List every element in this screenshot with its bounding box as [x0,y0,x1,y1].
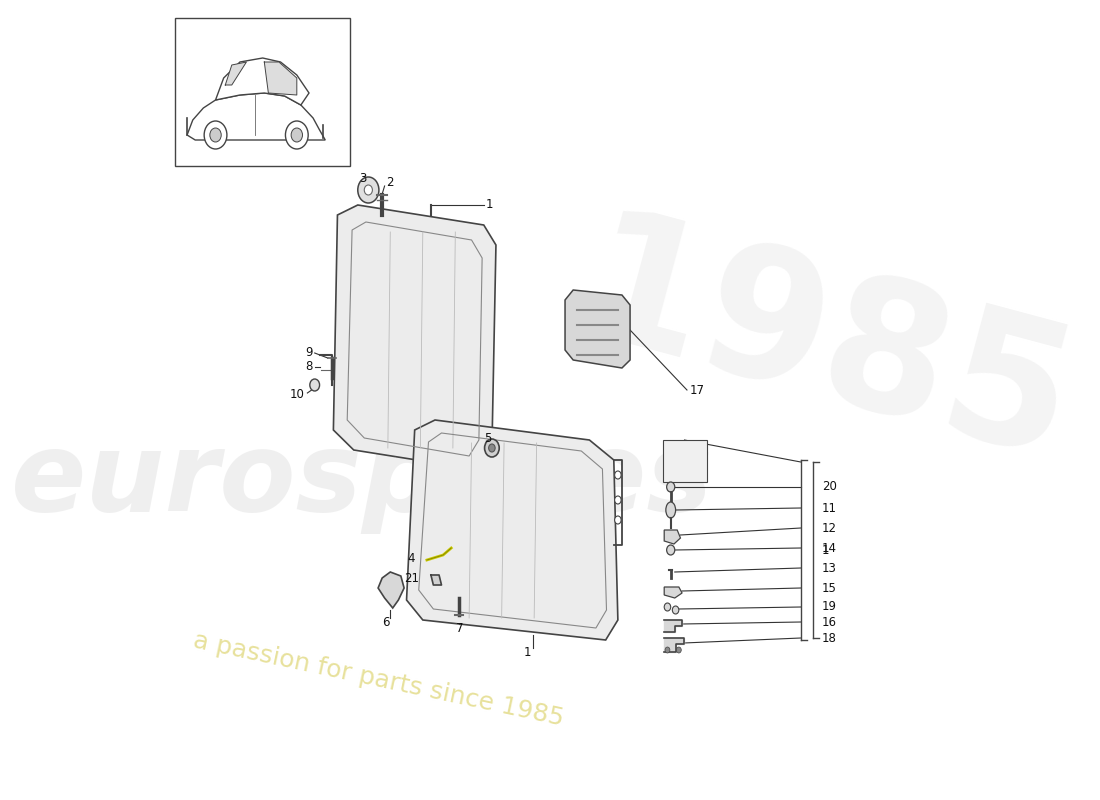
Circle shape [285,121,308,149]
Text: 5: 5 [484,431,492,445]
Text: a passion for parts since 1985: a passion for parts since 1985 [190,629,565,731]
Circle shape [358,177,378,203]
Polygon shape [664,587,682,598]
Circle shape [615,516,622,524]
Polygon shape [187,93,326,140]
Polygon shape [664,530,681,544]
Circle shape [485,439,499,457]
Polygon shape [565,290,630,368]
Polygon shape [664,638,684,652]
Ellipse shape [666,502,675,518]
Text: 15: 15 [822,582,837,594]
Text: 17: 17 [690,383,704,397]
Text: 12: 12 [822,522,837,534]
Circle shape [210,128,221,142]
Text: 20: 20 [822,481,837,494]
Text: 1985: 1985 [560,200,1090,500]
Circle shape [364,185,373,195]
Text: 14: 14 [822,542,837,554]
Text: 13: 13 [822,562,837,574]
Text: 18: 18 [822,631,837,645]
Text: 2: 2 [386,175,394,189]
Text: eurospares: eurospares [11,426,713,534]
Polygon shape [407,420,618,640]
Circle shape [664,603,671,611]
Circle shape [667,545,674,555]
Circle shape [615,496,622,504]
Text: 8: 8 [306,361,313,374]
Text: 1: 1 [524,646,531,658]
Text: 9: 9 [306,346,313,359]
Circle shape [292,128,302,142]
Polygon shape [226,62,246,85]
Text: 3: 3 [359,171,366,185]
Circle shape [672,606,679,614]
Polygon shape [333,205,496,470]
Bar [662,440,707,482]
Circle shape [676,647,681,653]
Polygon shape [664,620,682,632]
Polygon shape [378,572,404,608]
Circle shape [615,471,622,479]
Text: 10: 10 [290,389,305,402]
Text: 1: 1 [485,198,493,211]
Text: 21: 21 [404,571,419,585]
Circle shape [667,482,674,492]
Text: 19: 19 [822,601,837,614]
Text: 11: 11 [822,502,837,514]
Text: 4: 4 [407,551,415,565]
Text: 7: 7 [455,622,463,634]
Circle shape [310,379,320,391]
Circle shape [666,647,670,653]
Circle shape [488,444,495,452]
Text: 16: 16 [822,615,837,629]
Polygon shape [216,58,309,105]
Circle shape [205,121,227,149]
Polygon shape [264,62,297,95]
Polygon shape [431,575,441,585]
Text: 6: 6 [383,615,390,629]
Bar [175,18,350,166]
Text: 1: 1 [822,543,829,557]
